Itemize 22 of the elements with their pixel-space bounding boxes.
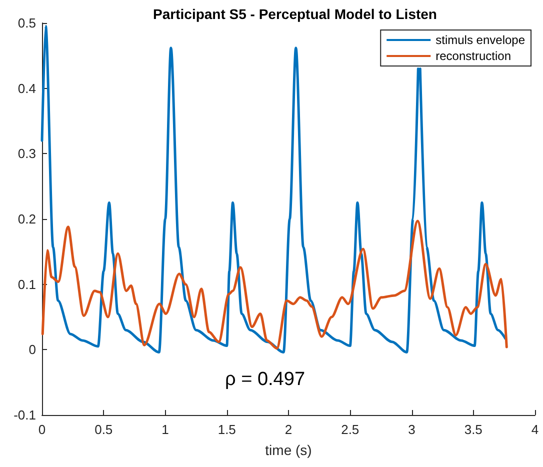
y-tick-label: 0.3 — [18, 146, 36, 162]
y-tick-label: 0 — [28, 342, 36, 358]
legend-label: reconstruction — [436, 49, 511, 63]
x-tick-label: 1 — [162, 422, 169, 437]
y-tick-label: -0.1 — [14, 408, 36, 422]
x-axis-title: time (s) — [265, 442, 312, 458]
y-tick-label: 0.5 — [18, 16, 36, 30]
line-series — [41, 220, 508, 350]
x-tick-label: 3 — [408, 422, 416, 437]
x-tick-label: 3.5 — [464, 422, 482, 437]
y-tick-label: 0.2 — [18, 212, 36, 226]
annotation: ρ = 0.497 — [225, 369, 306, 390]
x-tick-label: 4 — [531, 422, 539, 437]
x-tick-label: 2 — [284, 422, 292, 437]
x-tick-label: 1.5 — [218, 422, 236, 437]
chart-title: Participant S5 - Perceptual Model to Listen — [153, 6, 437, 22]
y-tick-label: 0.4 — [18, 80, 36, 96]
y-tick-label: 0.1 — [18, 276, 36, 292]
legend-label: stimuls envelope — [436, 33, 526, 47]
x-tick-label: 0.5 — [94, 422, 113, 437]
x-tick-label: 0 — [38, 422, 46, 437]
x-tick-label: 2.5 — [341, 422, 360, 437]
